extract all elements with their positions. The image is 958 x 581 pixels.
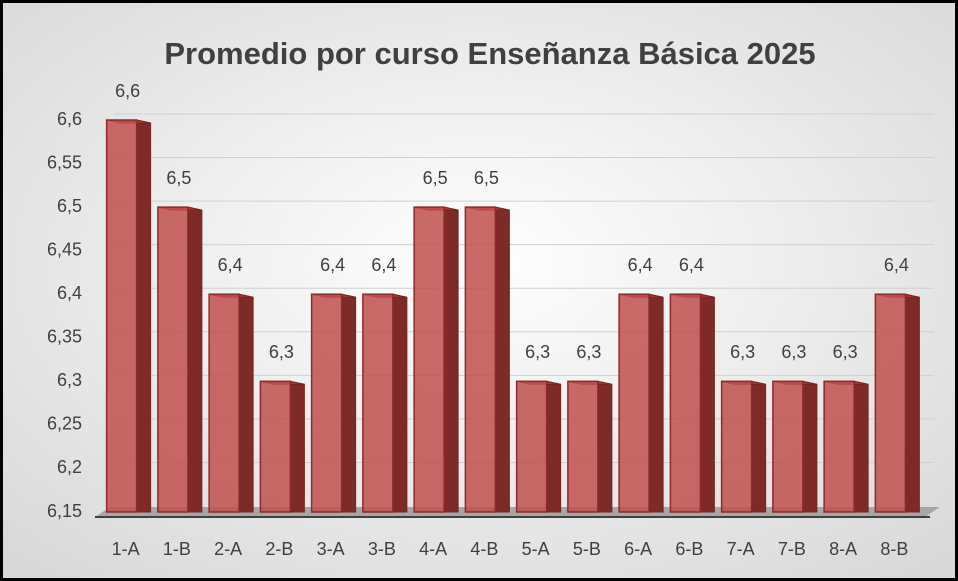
y-tick-label: 6,15 xyxy=(47,501,82,521)
x-tick-label: 5-B xyxy=(573,539,601,559)
bar-side xyxy=(443,206,459,513)
bar-side xyxy=(853,380,869,513)
x-tick-label: 2-B xyxy=(265,539,293,559)
x-tick-label: 6-A xyxy=(624,539,652,559)
data-label: 6,3 xyxy=(525,342,550,362)
x-tick-label: 8-B xyxy=(880,539,908,559)
data-label: 6,4 xyxy=(371,255,396,275)
x-tick-label: 7-A xyxy=(727,539,755,559)
bar-side xyxy=(238,293,254,513)
y-tick-label: 6,25 xyxy=(47,414,82,434)
x-tick-label: 3-B xyxy=(368,539,396,559)
bar xyxy=(567,380,599,513)
data-label: 6,3 xyxy=(269,342,294,362)
bar-side xyxy=(802,380,818,513)
bar xyxy=(720,380,753,513)
bar xyxy=(157,206,189,513)
bar-side xyxy=(751,380,767,513)
bar-side xyxy=(904,293,920,513)
data-label: 6,4 xyxy=(884,255,909,275)
x-tick-label: 4-A xyxy=(419,539,447,559)
y-tick-label: 6,35 xyxy=(47,327,82,347)
data-label: 6,3 xyxy=(833,342,858,362)
bar xyxy=(413,206,445,513)
x-tick-label: 6-B xyxy=(675,539,703,559)
bar-side xyxy=(546,380,562,513)
data-label: 6,3 xyxy=(576,342,601,362)
x-tick-label: 5-A xyxy=(522,539,550,559)
y-tick-label: 6,3 xyxy=(57,370,82,390)
data-label: 6,4 xyxy=(218,255,243,275)
y-tick-label: 6,45 xyxy=(47,239,82,259)
y-tick-label: 6,4 xyxy=(57,283,82,303)
x-tick-label: 7-B xyxy=(778,539,806,559)
x-tick-label: 2-A xyxy=(214,539,242,559)
data-label: 6,4 xyxy=(320,255,345,275)
data-label: 6,5 xyxy=(423,168,448,188)
data-label: 6,5 xyxy=(474,168,499,188)
x-tick-label: 1-B xyxy=(163,539,191,559)
y-tick-label: 6,55 xyxy=(47,152,82,172)
bar xyxy=(618,293,650,513)
bar xyxy=(464,206,497,513)
x-tick-label: 8-A xyxy=(829,539,857,559)
y-tick-label: 6,6 xyxy=(57,109,82,129)
bar-side xyxy=(187,206,203,513)
bar xyxy=(208,293,240,513)
bar xyxy=(823,380,855,513)
chart-title: Promedio por curso Enseñanza Básica 2025 xyxy=(164,36,815,71)
bar xyxy=(515,380,548,513)
x-tick-label: 3-A xyxy=(317,539,345,559)
data-label: 6,3 xyxy=(730,342,755,362)
data-label: 6,6 xyxy=(115,81,140,101)
bar xyxy=(259,380,292,513)
y-tick-label: 6,5 xyxy=(57,196,82,216)
data-label: 6,4 xyxy=(628,255,653,275)
bar-side xyxy=(341,293,357,513)
bar xyxy=(669,293,702,513)
bar xyxy=(105,119,138,513)
bar xyxy=(362,293,394,513)
bar-side xyxy=(392,293,408,513)
bar xyxy=(772,380,804,513)
bar xyxy=(874,293,907,513)
data-label: 6,4 xyxy=(679,255,704,275)
bar-side xyxy=(136,119,152,513)
bar-side xyxy=(494,206,510,513)
data-label: 6,3 xyxy=(781,342,806,362)
bar-side xyxy=(597,380,613,513)
bar-side xyxy=(289,380,305,513)
bar xyxy=(310,293,343,513)
data-label: 6,5 xyxy=(166,168,191,188)
bar-side xyxy=(648,293,664,513)
x-tick-label: 1-A xyxy=(112,539,140,559)
y-tick-label: 6,2 xyxy=(57,457,82,477)
bar-side xyxy=(699,293,715,513)
x-tick-label: 4-B xyxy=(470,539,498,559)
